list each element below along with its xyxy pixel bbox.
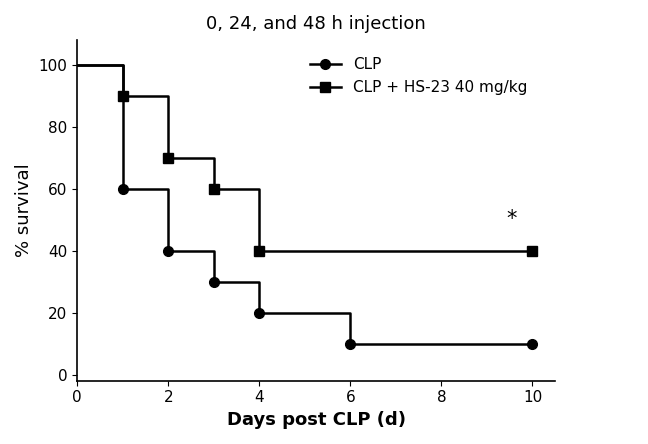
Title: 0, 24, and 48 h injection: 0, 24, and 48 h injection [206, 15, 426, 33]
Legend: CLP, CLP + HS-23 40 mg/kg: CLP, CLP + HS-23 40 mg/kg [304, 51, 533, 101]
Text: p=0.0156: p=0.0156 [0, 443, 1, 444]
X-axis label: Days post CLP (d): Days post CLP (d) [227, 411, 406, 429]
Y-axis label: % survival: % survival [15, 163, 33, 257]
Text: *: * [507, 209, 517, 229]
